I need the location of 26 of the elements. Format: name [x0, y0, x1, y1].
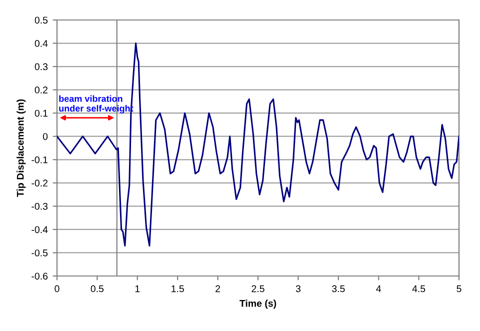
y-tick-label: 0.3 [34, 63, 48, 70]
x-tick-label: 1 [135, 285, 140, 292]
y-tick-label: 0.1 [34, 110, 48, 117]
y-tick-label: -0.1 [32, 156, 48, 164]
x-tick-label: 1.5 [172, 285, 184, 292]
y-tick-label: 0.2 [34, 86, 48, 94]
y-tick-label: -0.5 [32, 249, 48, 256]
y-tick-label: -0.3 [32, 202, 48, 210]
y-axis-title: Tip Displacement (m) [16, 99, 26, 197]
x-tick-label: 4 [376, 285, 382, 292]
x-tick-label: 0.5 [90, 285, 104, 292]
x-tick-label: 5 [456, 285, 462, 292]
x-axis-title: Time (s) [240, 300, 276, 309]
y-tick-label: -0.2 [32, 180, 48, 187]
x-tick-label: 4.5 [412, 285, 426, 292]
x-tick-label: 3 [296, 285, 300, 292]
y-tick-label: 0 [42, 133, 48, 140]
x-tick-label: 0 [54, 285, 60, 292]
y-tick-label: -0.6 [32, 272, 48, 280]
x-tick-label: 2.5 [252, 285, 264, 292]
y-tick-label: 0.4 [34, 40, 48, 47]
line-series [57, 42, 459, 247]
x-tick-label: 2 [216, 285, 220, 292]
y-tick-label: 0.5 [34, 16, 48, 24]
y-tick-label: -0.4 [32, 226, 48, 234]
x-tick-label: 3.5 [332, 285, 345, 292]
